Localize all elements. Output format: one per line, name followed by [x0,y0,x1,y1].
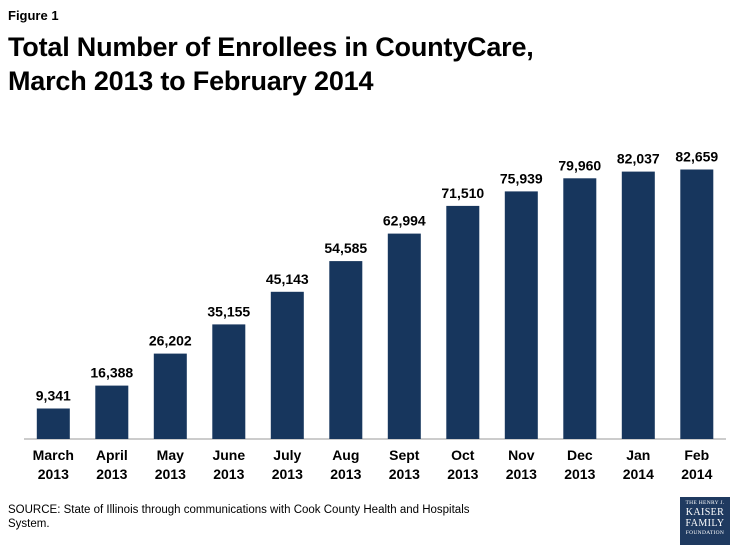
x-tick-label: March [33,447,74,463]
chart-title-line-1: Total Number of Enrollees in CountyCare, [8,32,534,62]
bar [680,169,714,439]
x-tick-label: June [212,447,245,463]
data-label: 82,659 [675,149,718,165]
data-label: 45,143 [266,271,309,287]
chart-title-line-2: March 2013 to February 2014 [8,66,374,96]
bar [36,408,70,439]
data-label: 16,388 [90,365,133,381]
bar [95,385,129,439]
x-tick-label: 2013 [564,466,595,482]
bar [504,191,538,439]
x-tick-label: April [96,447,128,463]
x-tick-label: 2013 [506,466,537,482]
logo-line-2: KAISER [685,507,725,518]
x-tick-label: Jan [626,447,650,463]
data-label: 26,202 [149,333,192,349]
data-label: 79,960 [558,157,601,173]
x-tick-label: 2014 [681,466,712,482]
data-label: 71,510 [441,185,484,201]
figure-label: Figure 1 [8,8,59,23]
x-tick-label: Nov [508,447,535,463]
x-tick-label: 2013 [272,466,303,482]
x-tick-label: Dec [567,447,593,463]
x-tick-label: July [273,447,301,463]
source-note: SOURCE: State of Illinois through commun… [8,504,470,530]
bar [387,233,421,439]
bar [153,353,187,439]
x-tick-label: 2013 [38,466,69,482]
x-tick-label: 2013 [213,466,244,482]
bar [270,291,304,439]
x-tick-label: 2014 [623,466,654,482]
bar [621,171,655,439]
x-tick-label: Aug [332,447,359,463]
data-label: 9,341 [36,388,71,404]
logo-line-4: FOUNDATION [685,530,725,536]
bar [563,178,597,440]
x-tick-label: Sept [389,447,420,463]
x-tick-label: 2013 [389,466,420,482]
x-tick-label: 2013 [155,466,186,482]
x-tick-label: Oct [451,447,475,463]
data-label: 75,939 [500,170,543,186]
x-tick-label: May [157,447,184,463]
data-label: 82,037 [617,151,660,167]
logo-line-3: FAMILY [685,518,725,529]
logo-line-1: THE HENRY J. [685,500,725,506]
x-tick-label: 2013 [330,466,361,482]
data-label: 35,155 [207,303,250,319]
data-label: 62,994 [383,213,426,229]
kff-logo: THE HENRY J. KAISER FAMILY FOUNDATION [680,497,730,545]
x-tick-label: 2013 [96,466,127,482]
data-label: 54,585 [324,240,367,256]
bar [329,261,363,439]
chart-title: Total Number of Enrollees in CountyCare,… [8,30,534,98]
x-tick-label: 2013 [447,466,478,482]
bar [212,324,246,439]
bar [446,205,480,439]
x-tick-label: Feb [684,447,709,463]
